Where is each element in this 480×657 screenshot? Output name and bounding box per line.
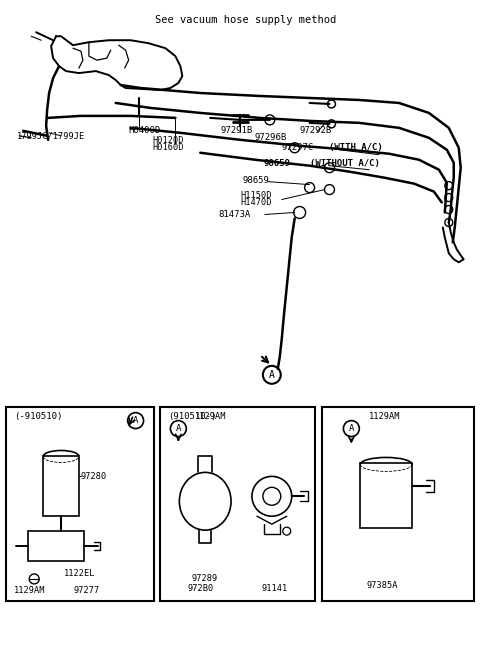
Text: 91141: 91141 xyxy=(262,584,288,593)
Text: (WITH A/C): (WITH A/C) xyxy=(329,143,383,152)
Text: 97385A: 97385A xyxy=(366,581,398,591)
Text: 972B0: 972B0 xyxy=(187,584,214,593)
Text: H0160D: H0160D xyxy=(153,143,184,152)
Text: 1129AM: 1129AM xyxy=(195,412,227,421)
Bar xyxy=(6,407,154,601)
Text: 98659: 98659 xyxy=(243,176,270,185)
Text: 97292B: 97292B xyxy=(300,126,332,135)
Bar xyxy=(322,407,474,601)
Text: 97297C: 97297C xyxy=(282,143,314,152)
Bar xyxy=(360,463,412,528)
Bar xyxy=(160,407,314,601)
Text: H1150D: H1150D xyxy=(240,191,272,200)
Text: H1470D: H1470D xyxy=(240,198,272,207)
Text: 97280: 97280 xyxy=(81,472,107,481)
Text: 97277: 97277 xyxy=(74,587,100,595)
Text: 81473A: 81473A xyxy=(218,210,251,219)
Text: A: A xyxy=(133,416,138,425)
Text: 1129AM: 1129AM xyxy=(14,587,46,595)
Text: H0120D: H0120D xyxy=(153,136,184,145)
Text: (WITHOUT A/C): (WITHOUT A/C) xyxy=(310,159,380,168)
Bar xyxy=(28,531,84,561)
Text: 97291B: 97291B xyxy=(220,126,252,135)
Text: See vacuum hose supply method: See vacuum hose supply method xyxy=(156,15,337,26)
Text: A: A xyxy=(269,370,275,380)
Text: H0400D: H0400D xyxy=(129,126,161,135)
Text: 1122EL: 1122EL xyxy=(64,570,96,578)
Text: 1129AM: 1129AM xyxy=(369,412,401,421)
Text: (-910510): (-910510) xyxy=(14,412,63,421)
Text: 1799JC/1799JE: 1799JC/1799JE xyxy=(17,131,85,141)
Text: A: A xyxy=(176,424,181,433)
Bar xyxy=(43,457,79,516)
Text: 97289: 97289 xyxy=(192,574,217,583)
Text: 97296B: 97296B xyxy=(255,133,287,143)
Text: (910510-): (910510-) xyxy=(168,412,217,421)
Text: A: A xyxy=(348,424,354,433)
Text: 98659: 98659 xyxy=(264,159,291,168)
